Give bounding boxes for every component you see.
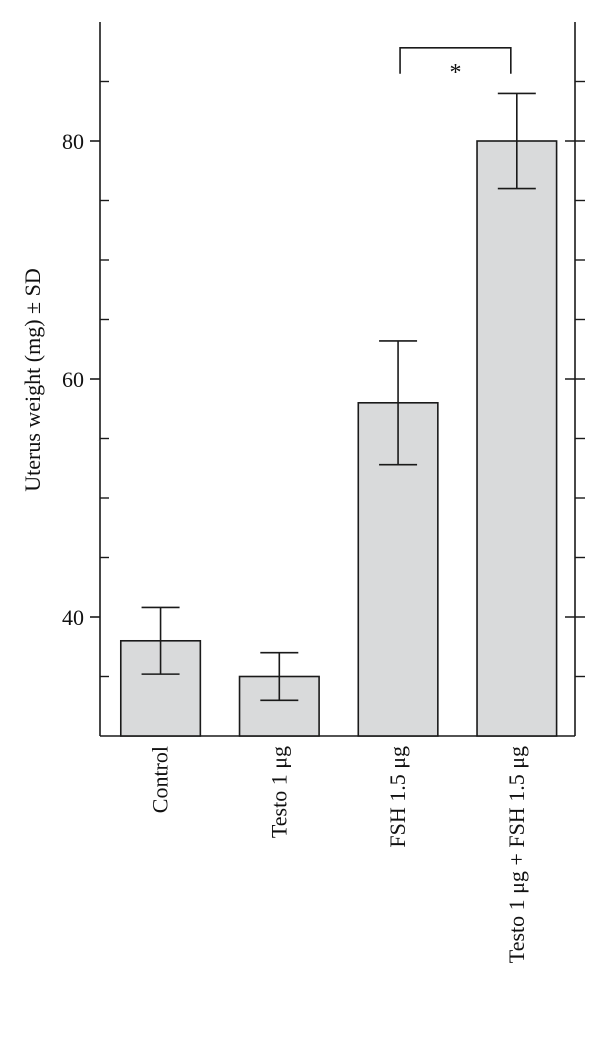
significance-bracket-line <box>399 46 512 74</box>
y-tick-label: 60 <box>62 367 84 392</box>
x-tick-label: Testo 1 μg <box>266 746 291 838</box>
y-axis-label: Uterus weight (mg) ± SD <box>20 268 45 492</box>
significance-marker: * <box>449 60 461 86</box>
bar <box>476 140 558 737</box>
y-axis-ticks: 40 60 80 <box>62 80 585 678</box>
x-tick-label: Testo 1 μg + FSH 1.5 μg <box>504 746 529 963</box>
y-tick-label: 40 <box>62 605 84 630</box>
x-tick-label: Control <box>148 746 173 813</box>
y-tick-label: 80 <box>62 129 84 154</box>
x-tick-label: FSH 1.5 μg <box>385 746 410 848</box>
significance-bracket: * <box>399 46 512 86</box>
bars <box>119 140 558 737</box>
x-axis-labels: Control Testo 1 μg FSH 1.5 μg Testo 1 μg + … <box>148 746 529 963</box>
error-bars <box>141 92 536 702</box>
